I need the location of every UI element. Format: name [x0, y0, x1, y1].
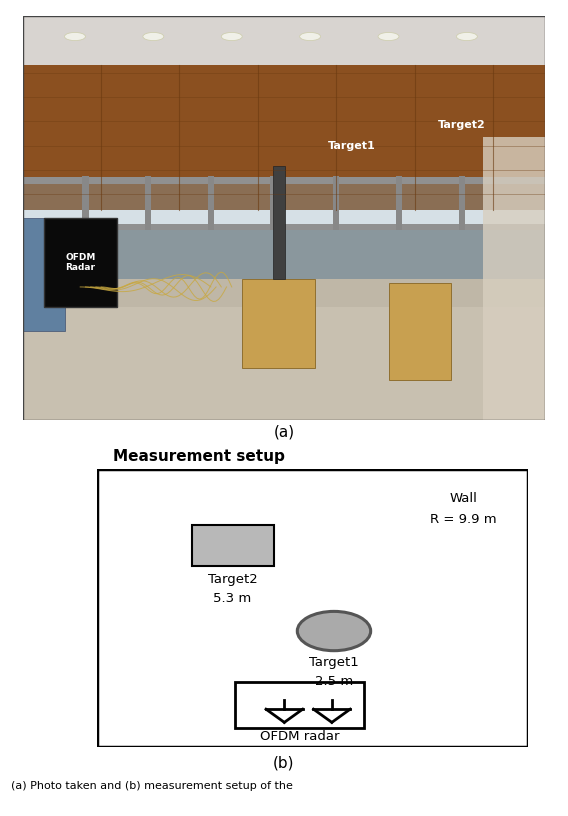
Ellipse shape [65, 33, 85, 41]
Bar [333, 176, 340, 230]
Bar [458, 176, 465, 230]
Bar [23, 177, 545, 184]
Text: Target1: Target1 [309, 656, 359, 669]
Bar [273, 166, 285, 279]
Text: (a) Photo taken and (b) measurement setup of the: (a) Photo taken and (b) measurement setu… [11, 781, 293, 792]
Ellipse shape [143, 33, 164, 41]
Bar [23, 182, 545, 230]
Ellipse shape [457, 33, 477, 41]
Bar [82, 176, 89, 230]
Ellipse shape [300, 33, 320, 41]
Bar [23, 279, 545, 307]
Bar [44, 218, 117, 307]
Bar [483, 138, 545, 420]
Bar [191, 525, 274, 566]
Circle shape [297, 611, 371, 650]
Text: Measurement setup: Measurement setup [113, 450, 285, 464]
Bar [270, 176, 277, 230]
Bar [23, 64, 545, 211]
Text: Target1: Target1 [328, 140, 376, 151]
Text: OFDM radar: OFDM radar [260, 730, 339, 743]
Bar [389, 283, 451, 380]
Text: Target2: Target2 [438, 121, 486, 131]
Text: Target2: Target2 [208, 573, 257, 586]
Text: (a): (a) [273, 425, 295, 440]
Text: Wall: Wall [449, 492, 478, 505]
Text: 2.5 m: 2.5 m [315, 675, 353, 688]
Bar [396, 176, 402, 230]
Bar [23, 230, 545, 323]
Ellipse shape [222, 33, 242, 41]
Bar [208, 176, 214, 230]
Text: 5.3 m: 5.3 m [214, 592, 252, 605]
Bar [23, 218, 65, 331]
Text: R = 9.9 m: R = 9.9 m [430, 513, 497, 526]
Bar [242, 279, 315, 368]
Bar [23, 279, 545, 420]
Bar [235, 682, 364, 728]
Text: OFDM
Radar: OFDM Radar [65, 253, 95, 273]
Ellipse shape [378, 33, 399, 41]
Bar [23, 224, 545, 230]
Bar [23, 230, 545, 323]
Text: (b): (b) [273, 756, 295, 770]
Bar [23, 16, 545, 64]
Bar [145, 176, 151, 230]
